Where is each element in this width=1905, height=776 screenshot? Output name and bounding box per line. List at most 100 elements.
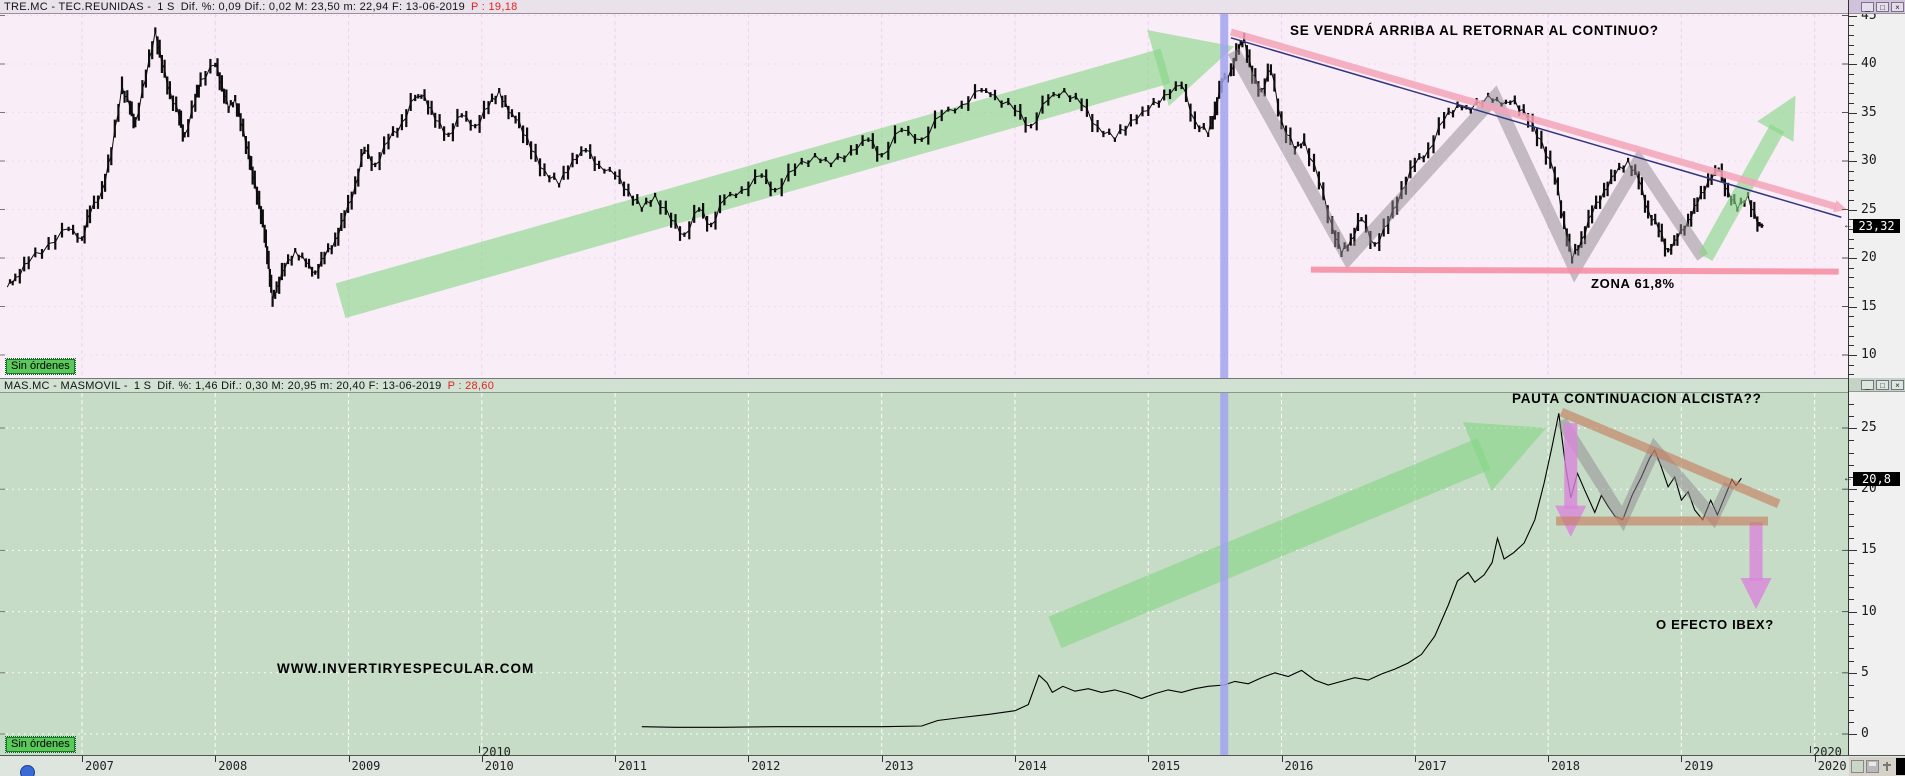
time-axis-label-2012: 2012 [751,759,781,773]
price-axis-tick [1849,73,1854,75]
price-axis-label: 25 [1861,420,1877,435]
price-axis-tick [1849,190,1854,192]
price-axis-tick [1849,325,1854,327]
gridlines [0,14,1848,378]
price-axis-tick [1849,316,1854,318]
time-axis-label-2017: 2017 [1417,759,1447,773]
tre-zone-annotation: ZONA 61,8% [1591,276,1675,291]
time-axis-tick [881,756,883,762]
annotation-descending-resistance-line[interactable] [1230,37,1842,218]
price-axis-tick [1849,219,1854,221]
mas-inner-axis-label-2010: 2010 [482,745,511,759]
price-axis-tick [1849,538,1854,540]
price-axis-tick [1849,64,1857,65]
time-axis[interactable]: 2007 2008 2009 2010 2011 2012 2013 2014 2015 2016… [0,755,1905,776]
time-axis-label-2018: 2018 [1551,759,1580,773]
maximize-button[interactable]: □ [1876,1,1889,12]
time-axis-label-2009: 2009 [351,759,381,773]
TRE.MC-price-series [6,27,1765,307]
price-axis-tick [1849,199,1854,201]
tre-chart-pane[interactable] [0,14,1848,378]
mas-pattern-annotation: PAUTA CONTINUACION ALCISTA?? [1512,391,1762,406]
annotation-gray-zigzag[interactable] [1227,48,1709,283]
time-axis-label-2007: 2007 [85,759,114,773]
annotation-descending-resistance-band[interactable] [1229,28,1847,213]
annotation-green-trend-arrow[interactable] [1048,422,1547,649]
price-axis-tick [1849,141,1854,143]
gridlines [0,393,1848,755]
price-axis-tick [1849,296,1854,298]
app-logo-icon [20,765,35,776]
time-axis-label-2008: 2008 [218,759,248,773]
tre-chart-canvas[interactable] [0,14,1848,378]
price-axis-tick [1849,34,1854,36]
price-axis-tick [1849,374,1854,376]
pane-edge-ticks [0,427,1848,735]
price-axis-tick [1849,83,1854,85]
price-axis-tick [1849,574,1854,576]
minimize-button[interactable]: _ [1861,1,1874,12]
time-axis-tick [1681,756,1683,762]
minimize-button[interactable]: _ [1861,379,1874,390]
mas-no-orders-badge[interactable]: Sin órdenes [5,736,76,753]
price-axis-tick [1849,287,1854,289]
tre-stats-label: Dif. %: 0,09 Dif.: 0,02 M: 23,50 m: 22,9… [180,1,465,13]
price-axis-tick [1849,464,1854,466]
close-button[interactable]: × [1891,1,1904,12]
price-axis-tick [1849,636,1854,638]
mas-chart-pane[interactable] [0,393,1848,755]
price-axis-tick [1849,587,1854,589]
annotation-descending-trendline[interactable] [1559,407,1781,509]
price-axis-tick [1849,54,1854,56]
tre-price-axis[interactable]: _ □ × ← 23,32 10 15 20 25 30 35 40 45 [1843,0,1905,378]
annotation-green-trend-arrow[interactable] [335,30,1235,319]
price-axis-label: 10 [1861,603,1877,619]
time-axis-tick [1414,756,1416,762]
tre-no-orders-badge[interactable]: Sin órdenes [5,358,76,375]
price-axis-tick [1849,428,1857,429]
price-axis-tick [1849,709,1854,711]
time-axis-tick [82,756,83,762]
price-axis-tick [1849,672,1857,674]
price-axis-tick [1849,685,1854,686]
price-axis-tick [1849,131,1854,133]
time-axis-tick [1548,756,1550,762]
mas-timeframe-label: 1 S [133,380,152,392]
maximize-button[interactable]: □ [1876,379,1889,390]
annotation-breakout-green-arrow[interactable] [1698,95,1796,261]
time-axis-tick [748,756,750,762]
time-axis-label-2019: 2019 [1684,759,1714,773]
mas-price-marker: 20,8 [1853,472,1900,486]
price-axis-tick [1849,228,1854,230]
price-axis-tick [1849,364,1854,366]
price-axis-tick [1849,102,1854,104]
price-axis-tick [1849,415,1854,417]
mas-inner-axis-tick [479,746,480,753]
time-axis-tick [1015,756,1016,762]
chart-thumbnail-icon[interactable] [1851,760,1864,773]
time-axis-label-2014: 2014 [1018,759,1047,773]
price-axis-tick [1849,623,1854,625]
price-axis-label: 15 [1861,298,1877,314]
price-axis-tick [1849,355,1857,356]
mas-inner-axis-tick [1810,746,1811,753]
close-button[interactable]: × [1891,379,1904,390]
mas-price-axis[interactable]: _ □ × ← 20,8 0 5 10 15 20 25 [1843,378,1905,755]
time-axis-label-2010: 2010 [484,759,514,773]
pin-icon[interactable] [1881,760,1894,773]
time-axis-tick [1148,756,1150,762]
time-axis-label-2013: 2013 [884,759,914,773]
save-icon[interactable] [1866,760,1879,773]
time-axis-tick [1281,756,1283,762]
time-axis-tick [615,756,617,762]
price-axis-tick [1849,599,1854,601]
price-axis-tick [1849,721,1854,723]
price-axis-label: 40 [1861,56,1877,71]
price-axis-tick [1849,15,1857,17]
annotation-support-band[interactable] [1310,266,1839,275]
price-axis-label: 0 [1861,726,1869,741]
price-axis-tick [1849,209,1857,211]
mas-chart-canvas[interactable] [0,393,1848,755]
price-axis-tick [1849,403,1854,405]
